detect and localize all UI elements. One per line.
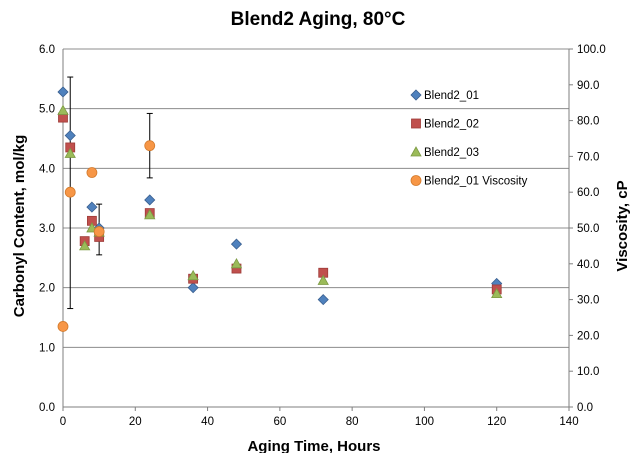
y2-tick-label: 90.0	[577, 80, 599, 92]
data-point	[64, 147, 76, 158]
y2-axis-title: Viscosity, cP	[614, 180, 631, 271]
data-point	[187, 269, 199, 281]
gridlines	[63, 48, 569, 408]
y-tick-label: 4.0	[39, 163, 55, 175]
y-tick-label: 6.0	[39, 44, 55, 56]
data-point	[144, 140, 156, 152]
y2-tick-label: 50.0	[577, 223, 599, 235]
data-point	[93, 226, 105, 237]
legend-marker	[410, 89, 422, 101]
x-tick-label: 140	[559, 416, 578, 428]
x-tick-label: 40	[201, 416, 214, 428]
x-tick-label: 80	[346, 416, 359, 428]
legend-marker	[410, 175, 422, 186]
error-bars	[67, 76, 153, 310]
y2-tick-label: 100.0	[577, 44, 606, 56]
tick-labels: 0.0 1.0 2.0 3.0 4.0 5.0 6.0 0 20 40 60 80 100 120 140 0…	[39, 44, 606, 428]
y-axis-title: Carbonyl Content, mol/kg	[11, 135, 28, 318]
y2-tick-label: 20.0	[577, 330, 599, 342]
data-point	[230, 238, 243, 250]
data-point	[230, 257, 243, 269]
legend-marker	[410, 146, 422, 157]
y2-tick-label: 60.0	[577, 187, 599, 199]
y-tick-label: 2.0	[39, 283, 55, 295]
data-point	[86, 201, 98, 213]
x-tick-label: 20	[129, 416, 142, 428]
x-axis-title: Aging Time, Hours	[247, 438, 380, 453]
y2-tick-label: 30.0	[577, 295, 599, 307]
data-point	[57, 104, 69, 115]
y2-tick-label: 10.0	[577, 366, 599, 378]
y2-tick-label: 80.0	[577, 116, 599, 128]
axes	[62, 48, 573, 411]
data-points	[57, 86, 503, 332]
data-point	[491, 287, 503, 299]
legend-label: Blend2_02	[424, 119, 479, 131]
y2-tick-label: 40.0	[577, 259, 599, 271]
y2-tick-label: 70.0	[577, 151, 599, 163]
y-tick-label: 1.0	[39, 342, 55, 354]
legend: Blend2_01 Blend2_02 Blend2_03 Blend2_01 Vis…	[410, 89, 528, 188]
y2-tick-label: 0.0	[577, 402, 593, 414]
data-point	[64, 186, 76, 198]
x-tick-label: 120	[487, 416, 506, 428]
y-tick-label: 0.0	[39, 402, 55, 414]
y-tick-label: 5.0	[39, 104, 55, 116]
data-point	[57, 86, 69, 98]
data-point	[317, 274, 329, 285]
legend-label: Blend2_01 Viscosity	[424, 176, 528, 188]
x-tick-label: 60	[273, 416, 286, 428]
data-point	[144, 194, 156, 206]
legend-label: Blend2_03	[424, 147, 479, 159]
data-point	[187, 282, 199, 294]
data-point	[64, 129, 76, 142]
legend-label: Blend2_01	[424, 90, 479, 102]
x-tick-label: 0	[60, 416, 66, 428]
data-point	[57, 321, 69, 332]
data-point	[79, 240, 91, 251]
chart-title: Blend2 Aging, 80°C	[231, 9, 406, 30]
y-tick-label: 3.0	[39, 223, 55, 235]
legend-marker	[411, 118, 421, 129]
data-point	[144, 209, 156, 220]
data-point	[317, 294, 329, 306]
x-tick-label: 100	[415, 416, 434, 428]
data-point	[86, 167, 98, 178]
